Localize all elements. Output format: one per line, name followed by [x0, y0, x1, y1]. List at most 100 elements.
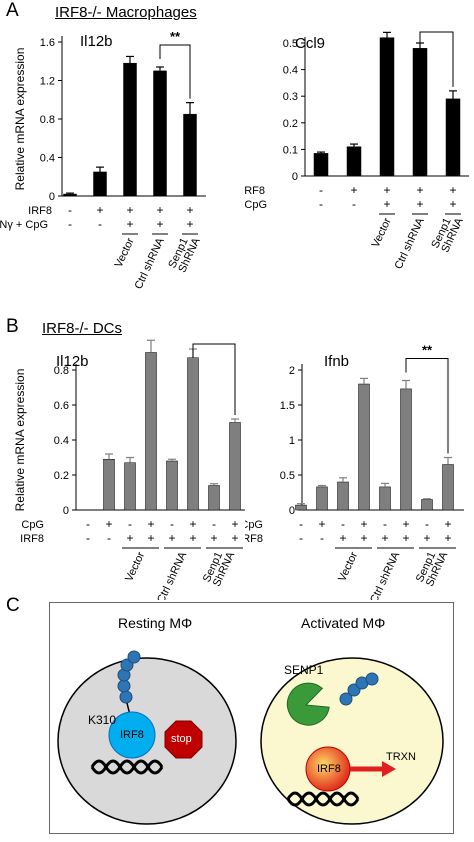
sign-cpg: +	[360, 517, 367, 531]
bar	[187, 357, 199, 511]
sign-ifn_cpg: -	[352, 197, 356, 211]
y-axis-label: Relative mRNA expression	[13, 48, 27, 191]
group-label: Ctrl shRNA	[155, 550, 189, 600]
row-label: IRF8	[28, 205, 52, 217]
y-tick-label: 0.2	[54, 470, 69, 482]
y-tick-label: 0.1	[283, 144, 298, 156]
y-tick-label: 1.2	[40, 76, 55, 88]
bar	[145, 352, 157, 511]
sign-irf8: +	[126, 531, 133, 545]
sign-irf8: +	[339, 531, 346, 545]
bar	[358, 383, 370, 511]
chart-title: Ccl9	[295, 35, 325, 52]
bar	[442, 464, 454, 511]
significance-bracket	[192, 343, 236, 415]
y-tick-label: 0.4	[283, 65, 298, 77]
y-tick-label: 0.2	[283, 118, 298, 130]
y-tick-label: 0.6	[54, 400, 69, 412]
bar	[421, 499, 433, 511]
y-axis-label: Relative mRNA expression	[13, 369, 27, 512]
sign-ifn_cpg: +	[186, 217, 193, 231]
sign-irf8: +	[189, 531, 196, 545]
sign-irf8: +	[383, 183, 390, 197]
sign-irf8: +	[402, 531, 409, 545]
irf8-protein-icon	[108, 711, 156, 759]
bar	[229, 422, 241, 511]
y-tick-label: 0.4	[54, 435, 69, 447]
bar	[166, 460, 178, 511]
chart-title: Ifnb	[324, 353, 349, 370]
y-tick-label: 1.6	[40, 37, 55, 49]
y-tick-label: 1.5	[280, 400, 295, 412]
sign-cpg: +	[105, 517, 112, 531]
y-tick-label: 0	[292, 171, 298, 183]
senp1-label: SENP1	[284, 663, 324, 677]
group-label: Vector	[113, 236, 137, 270]
group-label: Vector	[370, 216, 394, 250]
y-tick-label: 0.3	[283, 91, 298, 103]
bar	[153, 70, 167, 197]
sign-irf8: -	[299, 531, 303, 545]
sign-irf8: +	[423, 531, 430, 545]
row-label: IRF8	[20, 533, 44, 545]
sign-cpg: -	[299, 517, 303, 531]
sign-irf8: +	[147, 531, 154, 545]
bar	[337, 481, 349, 511]
bar	[123, 62, 137, 197]
significance-bracket	[405, 358, 449, 454]
row-label: IFNγ + CpG	[245, 199, 267, 211]
sign-irf8: +	[210, 531, 217, 545]
sign-irf8: -	[320, 531, 324, 545]
y-tick-label: 0.4	[40, 153, 55, 165]
significance-label: **	[209, 336, 220, 343]
significance-bracket	[419, 31, 454, 87]
sign-cpg: -	[383, 517, 387, 531]
sign-ifn_cpg: +	[383, 197, 390, 211]
sign-ifn_cpg: +	[449, 197, 456, 211]
k310-label: K310	[88, 713, 117, 727]
row-label: CpG	[245, 519, 263, 531]
significance-label: **	[431, 24, 442, 31]
sign-cpg: +	[444, 517, 451, 531]
bar	[124, 462, 136, 511]
sign-ifn_cpg: -	[319, 197, 323, 211]
sign-irf8: -	[107, 531, 111, 545]
sign-ifn_cpg: +	[416, 197, 423, 211]
activated-title: Activated MΦ	[301, 615, 386, 631]
sign-irf8: +	[126, 203, 133, 217]
stop-label: stop	[171, 733, 192, 745]
sumo-chain-icon	[117, 650, 141, 716]
chart-b-ifnb: 00.511.52Ifnb**CpG-+-+-+-+IRF8--++++++Ve…	[245, 343, 464, 600]
bar	[379, 486, 391, 511]
sign-cpg: -	[128, 517, 132, 531]
y-tick-label: 0	[49, 191, 55, 203]
sign-irf8: -	[86, 531, 90, 545]
bar	[295, 504, 307, 511]
row-label: IRF8	[245, 533, 263, 545]
stop-sign-icon	[164, 720, 203, 759]
bar	[208, 485, 220, 511]
sign-irf8: +	[96, 203, 103, 217]
sign-cpg: -	[86, 517, 90, 531]
y-tick-label: 0.8	[54, 365, 69, 377]
bar	[400, 388, 412, 511]
mechanism-diagram: Resting MΦ Activated MΦ K310 IRF8 stop S…	[49, 602, 454, 834]
row-label: IRF8	[245, 185, 265, 197]
sign-ifn_cpg: +	[126, 217, 133, 231]
chart-title: Il12b	[80, 33, 113, 50]
bar	[316, 486, 328, 511]
sign-cpg: +	[318, 517, 325, 531]
y-tick-label: 1	[289, 435, 295, 447]
sign-irf8: +	[186, 203, 193, 217]
bar	[93, 171, 107, 197]
row-label: CpG	[21, 519, 44, 531]
sign-cpg: -	[212, 517, 216, 531]
bar	[63, 193, 77, 197]
sign-cpg: +	[147, 517, 154, 531]
bar	[445, 98, 461, 177]
sign-ifn_cpg: +	[156, 217, 163, 231]
sign-cpg: -	[170, 517, 174, 531]
y-tick-label: 0.8	[40, 114, 55, 126]
